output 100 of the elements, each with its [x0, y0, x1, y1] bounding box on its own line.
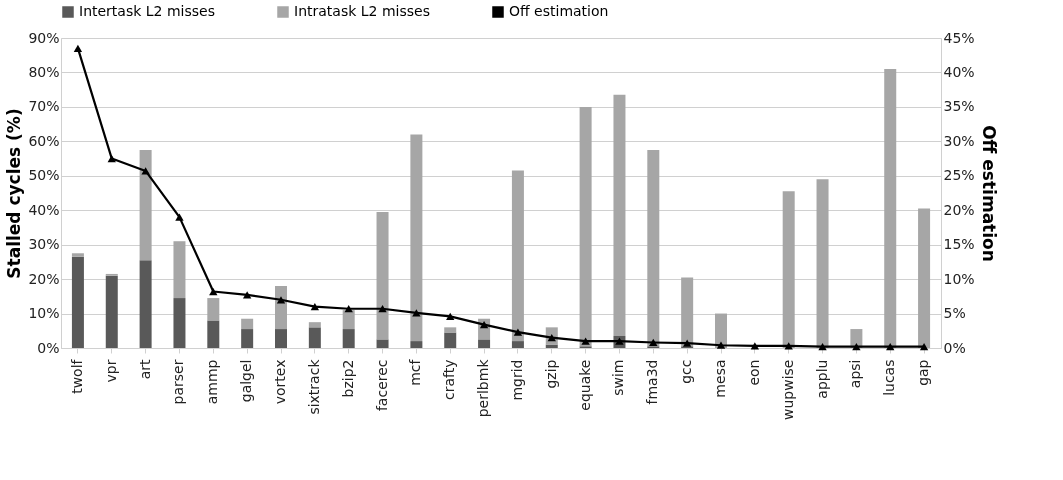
x-tick-label: crafty — [441, 359, 458, 400]
bar — [241, 318, 254, 330]
bar — [782, 191, 795, 348]
x-tick-label: wupwise — [779, 359, 796, 420]
point — [175, 213, 184, 221]
point — [581, 337, 590, 345]
bar — [308, 322, 321, 328]
bar — [139, 260, 152, 348]
bar — [139, 149, 152, 261]
point — [513, 328, 523, 336]
x-tick-label: lucas — [881, 359, 898, 396]
bar — [478, 339, 491, 348]
x-tick-label: art — [136, 358, 153, 380]
point — [919, 343, 929, 351]
bar — [105, 275, 118, 348]
bar — [444, 332, 457, 348]
y-tick-label: 40% — [28, 201, 60, 218]
point — [242, 291, 252, 299]
bar — [71, 256, 84, 348]
x-tick-label: galgel — [238, 359, 255, 403]
bar — [816, 179, 829, 348]
point — [344, 305, 353, 313]
bar — [376, 339, 389, 348]
bar — [410, 134, 423, 342]
point — [886, 343, 895, 351]
y-axis-title: Stalled cycles (%) — [4, 108, 25, 279]
y-tick-label: 80% — [28, 63, 60, 80]
y2-axis-title: Off estimation — [978, 125, 999, 262]
bar — [444, 327, 457, 333]
point — [73, 44, 83, 52]
legend-label: Off estimation — [509, 3, 609, 19]
bar — [207, 320, 220, 348]
bar — [275, 329, 287, 348]
point — [209, 287, 218, 296]
bar — [342, 329, 355, 348]
y2-tick-label: 10% — [943, 270, 975, 287]
y-tick-label: 10% — [28, 305, 60, 322]
x-tick-label: swim — [610, 359, 627, 396]
y2-tick-label: 20% — [943, 201, 975, 218]
bar — [342, 310, 355, 330]
x-tick-label: parser — [170, 359, 187, 405]
point — [649, 338, 658, 347]
point — [446, 312, 455, 320]
point — [412, 309, 421, 317]
x-tick-label: applu — [813, 359, 830, 399]
y-tick-label: 90% — [28, 29, 60, 46]
x-tick-label: apsi — [847, 359, 864, 389]
bar — [173, 241, 186, 299]
x-tick-label: gzip — [542, 359, 559, 389]
y-tick-label: 30% — [28, 236, 60, 253]
y2-tick-label: 45% — [943, 29, 975, 46]
y2-tick-label: 30% — [943, 132, 975, 149]
x-tick-label: vpr — [102, 359, 119, 383]
y2-tick-label: 5% — [943, 305, 966, 322]
bar — [647, 149, 660, 347]
bar — [308, 327, 321, 348]
bar — [376, 211, 389, 340]
x-tick-label: equake — [576, 359, 593, 411]
x-tick-label: bzip2 — [339, 359, 356, 398]
bar — [275, 286, 287, 330]
y-tick-label: 60% — [28, 132, 60, 149]
x-tick-label: perlbmk — [475, 358, 492, 418]
y-tick-label: 70% — [28, 98, 60, 115]
bar — [613, 94, 626, 336]
bar — [241, 329, 254, 348]
point — [750, 342, 760, 350]
x-tick-label: eon — [745, 359, 762, 386]
bar — [173, 298, 186, 348]
x-tick-label: facerec — [373, 359, 390, 412]
y2-tick-label: 25% — [943, 167, 975, 184]
bar — [579, 106, 592, 347]
point — [276, 296, 286, 304]
x-tick-label: gcc — [678, 359, 695, 384]
bar — [918, 208, 931, 348]
point — [107, 154, 116, 163]
y2-tick-label: 15% — [943, 236, 975, 253]
bar — [71, 253, 84, 257]
y-tick-label: 50% — [28, 167, 60, 184]
x-tick-label: vortex — [272, 359, 288, 405]
y-tick-label: 20% — [28, 270, 60, 287]
x-tick-label: sixtrack — [305, 358, 322, 415]
bar — [681, 277, 694, 347]
x-tick-label: mgrid — [508, 359, 525, 401]
y2-tick-label: 0% — [943, 339, 966, 356]
point — [716, 341, 726, 349]
legend-label: Intertask L2 misses — [79, 3, 215, 19]
point — [310, 303, 320, 311]
y2-tick-label: 35% — [943, 98, 975, 115]
bar — [511, 341, 524, 348]
point — [682, 339, 692, 347]
point — [141, 167, 150, 175]
bar — [884, 69, 897, 348]
point — [852, 343, 861, 351]
y2-tick-label: 40% — [943, 63, 975, 80]
x-tick-label: fma3d — [644, 359, 661, 405]
point — [784, 342, 793, 350]
bar — [511, 170, 524, 342]
x-tick-label: gap — [915, 359, 932, 386]
y-tick-label: 0% — [37, 339, 60, 356]
bar — [207, 298, 220, 321]
